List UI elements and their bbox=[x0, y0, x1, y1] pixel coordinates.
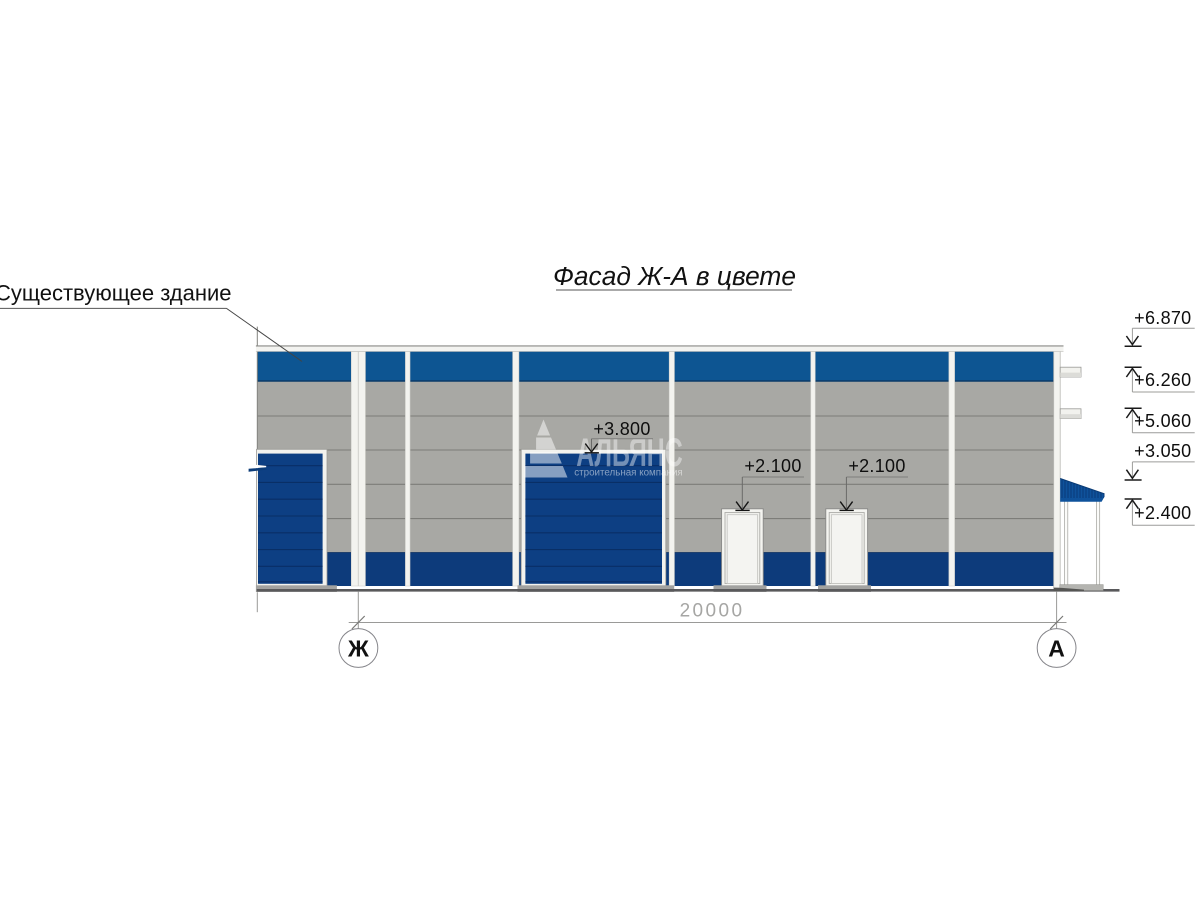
svg-text:А: А bbox=[1048, 635, 1065, 661]
svg-text:+5.060: +5.060 bbox=[1134, 411, 1191, 431]
svg-text:20000: 20000 bbox=[680, 601, 745, 622]
svg-text:строительная компания: строительная компания bbox=[574, 467, 682, 478]
svg-text:Существующее здание: Существующее здание bbox=[0, 281, 232, 306]
svg-text:Фасад Ж-А в цвете: Фасад Ж-А в цвете bbox=[553, 261, 796, 291]
svg-text:+6.260: +6.260 bbox=[1134, 370, 1191, 390]
svg-text:+3.800: +3.800 bbox=[593, 419, 650, 439]
svg-text:+2.400: +2.400 bbox=[1134, 503, 1191, 523]
svg-text:+2.100: +2.100 bbox=[744, 456, 801, 476]
svg-text:+3.050: +3.050 bbox=[1134, 441, 1191, 461]
svg-text:Ж: Ж bbox=[347, 635, 369, 661]
svg-text:+6.870: +6.870 bbox=[1134, 308, 1191, 328]
svg-text:+2.100: +2.100 bbox=[848, 456, 905, 476]
